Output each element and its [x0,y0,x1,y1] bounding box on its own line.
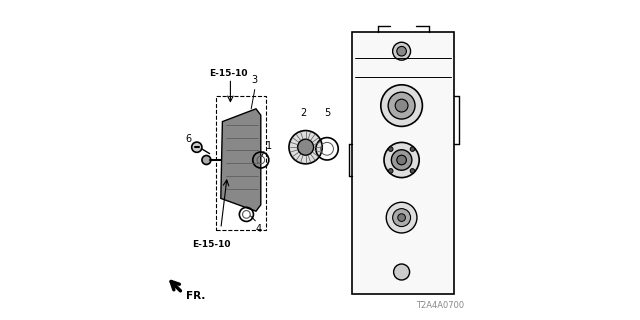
Circle shape [384,142,419,178]
Circle shape [410,147,415,151]
Text: 3: 3 [252,75,258,85]
Circle shape [393,42,411,60]
Text: E-15-10: E-15-10 [192,240,230,249]
Circle shape [410,169,415,173]
Text: T2A4A0700: T2A4A0700 [416,301,464,310]
Bar [352,32,454,294]
Circle shape [396,99,408,112]
Text: 6: 6 [186,134,192,144]
Circle shape [388,147,393,151]
Text: E-15-10: E-15-10 [209,69,248,78]
Text: 5: 5 [324,108,330,118]
Circle shape [393,209,411,227]
Circle shape [202,156,211,164]
Circle shape [381,85,422,126]
Text: 1: 1 [266,140,272,151]
Circle shape [387,202,417,233]
Bar [216,96,266,230]
Circle shape [192,142,202,152]
Circle shape [398,214,406,221]
Circle shape [388,92,415,119]
Circle shape [289,131,323,164]
Circle shape [397,155,406,165]
Circle shape [394,264,410,280]
Text: 2: 2 [300,108,307,118]
Circle shape [397,46,406,56]
Polygon shape [221,109,261,211]
Circle shape [298,139,314,155]
Text: 4: 4 [256,224,262,234]
Circle shape [388,169,393,173]
Circle shape [392,150,412,170]
Text: FR.: FR. [186,291,205,301]
